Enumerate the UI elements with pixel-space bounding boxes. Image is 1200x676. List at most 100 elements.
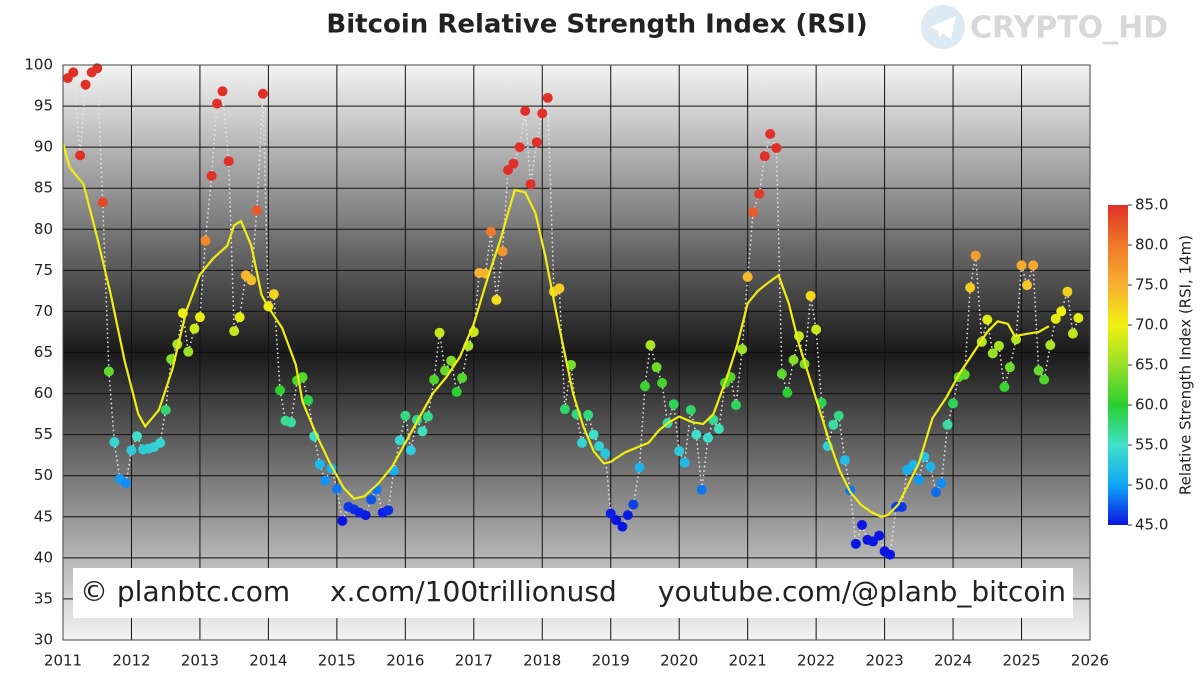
rsi-point: [691, 429, 702, 440]
rsi-point: [1016, 260, 1027, 271]
rsi-point: [451, 386, 462, 397]
connector: [199, 240, 207, 318]
connector: [433, 332, 441, 380]
connector: [204, 175, 213, 241]
connector: [392, 440, 401, 471]
x-tick-label: 2020: [660, 652, 698, 670]
connector: [279, 390, 287, 421]
chart-title: Bitcoin Relative Strength Index (RSI): [326, 10, 867, 40]
rsi-point: [331, 483, 342, 494]
connector: [182, 312, 190, 352]
connector: [1020, 265, 1028, 286]
rsi-point: [588, 429, 599, 440]
rsi-point: [446, 355, 457, 366]
rsi-point: [366, 494, 377, 505]
rsi-point: [206, 170, 217, 181]
rsi-point: [360, 510, 371, 521]
rsi-point: [103, 366, 114, 377]
rsi-point: [212, 98, 223, 109]
connector: [450, 360, 458, 393]
connector: [1038, 370, 1045, 380]
connector: [1043, 344, 1052, 380]
connector: [815, 329, 823, 403]
connector: [837, 415, 846, 461]
footer-box: [73, 568, 1073, 618]
connector: [113, 441, 121, 480]
rsi-point: [337, 515, 348, 526]
connector: [712, 419, 720, 430]
rsi-point: [126, 445, 137, 456]
y-tick-label: 35: [34, 589, 53, 607]
x-tick-label: 2014: [249, 652, 287, 670]
rsi-point: [874, 530, 885, 541]
y-tick-label: 70: [34, 302, 53, 320]
rsi-point: [1022, 280, 1033, 291]
rsi-point: [885, 549, 896, 560]
x-tick-label: 2024: [934, 652, 972, 670]
rsi-point: [634, 462, 645, 473]
connector: [72, 72, 81, 156]
rsi-point: [257, 88, 268, 99]
rsi-point: [702, 432, 713, 443]
connector: [718, 382, 726, 429]
rsi-point: [713, 423, 724, 434]
rsi-point: [520, 106, 531, 116]
rsi-point: [1050, 313, 1061, 324]
colorbar-tick-label: 75.0: [1135, 276, 1168, 294]
connector: [101, 202, 110, 372]
rsi-point: [987, 348, 998, 359]
rsi-point: [120, 478, 131, 489]
rsi-point: [531, 137, 542, 148]
rsi-point: [400, 410, 411, 421]
rsi-point: [913, 474, 924, 485]
connector: [108, 371, 116, 443]
rsi-point: [1056, 306, 1067, 317]
rsi-point: [628, 499, 639, 510]
rsi-point: [405, 445, 416, 456]
rsi-point: [1073, 313, 1084, 323]
x-tick-label: 2016: [386, 652, 424, 670]
x-tick-label: 2011: [44, 652, 82, 670]
connector: [672, 404, 680, 452]
rsi-point: [965, 282, 976, 293]
rsi-point: [97, 197, 108, 208]
connector: [1015, 265, 1023, 340]
rsi-point: [1045, 340, 1056, 351]
connector: [986, 319, 994, 354]
rsi-point: [1011, 334, 1022, 345]
connector: [820, 402, 829, 447]
rsi-point: [537, 108, 548, 119]
footer-site: © planbtc.com: [80, 575, 290, 608]
x-tick-label: 2012: [112, 652, 150, 670]
rsi-point: [594, 441, 605, 452]
rsi-point: [217, 86, 228, 97]
x-tick-label: 2023: [866, 652, 904, 670]
connector: [570, 364, 578, 415]
rsi-point: [651, 362, 662, 373]
x-tick-label: 2017: [455, 652, 493, 670]
y-tick-label: 60: [34, 384, 53, 402]
rsi-point: [839, 455, 850, 466]
connector: [707, 419, 715, 439]
connector: [844, 459, 852, 491]
rsi-point: [1039, 374, 1050, 385]
colorbar-tick-label: 60.0: [1135, 396, 1168, 414]
rsi-point: [234, 312, 245, 323]
rsi-point: [508, 158, 519, 169]
rsi-point: [268, 289, 279, 300]
x-tick-label: 2021: [729, 652, 767, 670]
rsi-point: [457, 372, 468, 383]
rsi-point: [622, 510, 633, 521]
rsi-point: [183, 346, 194, 357]
connector: [307, 400, 316, 437]
rsi-point: [605, 508, 616, 519]
rsi-point: [525, 179, 536, 190]
rsi-point: [1004, 362, 1015, 373]
rsi-point: [674, 446, 685, 457]
connector: [781, 373, 789, 393]
colorbar-tick-label: 45.0: [1135, 516, 1168, 534]
rsi-point: [765, 129, 776, 139]
connector: [974, 255, 983, 342]
rsi-point: [999, 382, 1010, 392]
